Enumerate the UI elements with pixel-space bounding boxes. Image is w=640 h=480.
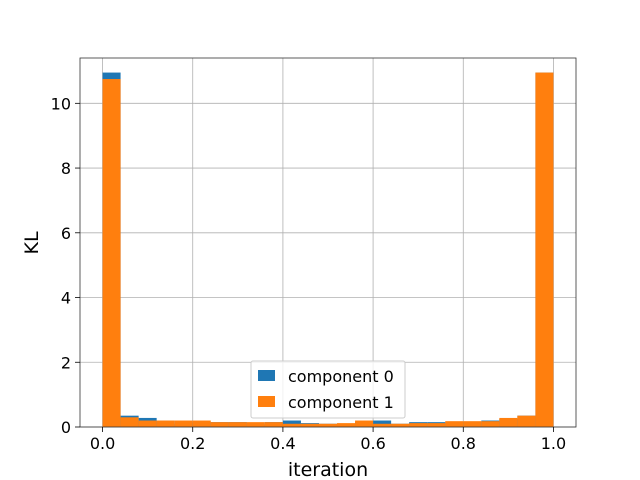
legend-label-component-0: component 0: [288, 367, 394, 386]
bar-component-1: [300, 423, 319, 427]
bar-component-1: [427, 423, 446, 427]
bar-component-1: [517, 415, 536, 427]
bar-component-1: [102, 79, 121, 427]
bar-component-1: [463, 421, 482, 427]
legend-swatch-component-0: [258, 370, 275, 381]
x-axis-title: iteration: [288, 459, 368, 480]
bar-component-1: [445, 421, 464, 427]
x-tick-label: 0.0: [90, 434, 115, 453]
bar-component-1: [192, 420, 211, 427]
bar-component-1: [373, 423, 392, 427]
legend: component 0 component 1: [250, 360, 406, 419]
ticks: 0.0 0.2 0.4 0.6 0.8 1.0 0 2 4 6 8 10: [51, 94, 567, 453]
x-tick-label: 0.8: [451, 434, 476, 453]
x-tick-label: 1.0: [541, 434, 566, 453]
bar-component-1: [138, 420, 157, 427]
bar-component-1: [355, 420, 374, 427]
bar-component-1: [409, 423, 428, 427]
bar-component-1: [535, 72, 554, 427]
bar-component-1: [246, 422, 265, 427]
bar-component-1: [337, 423, 356, 427]
bar-component-1: [481, 421, 500, 427]
y-tick-label: 2: [61, 353, 71, 372]
bar-component-1: [282, 423, 301, 427]
bar-component-1: [318, 423, 338, 427]
bar-component-1: [174, 420, 193, 427]
legend-label-component-1: component 1: [288, 393, 394, 412]
y-tick-label: 10: [51, 94, 71, 113]
x-tick-label: 0.6: [360, 434, 385, 453]
y-tick-label: 0: [61, 418, 71, 437]
bar-component-1: [499, 417, 518, 427]
bar-component-1: [391, 423, 410, 427]
x-tick-label: 0.4: [270, 434, 295, 453]
bar-component-1: [210, 422, 229, 427]
legend-swatch-component-1: [258, 396, 275, 407]
y-axis-title: KL: [21, 231, 43, 254]
x-tick-label: 0.2: [180, 434, 205, 453]
y-tick-label: 6: [61, 224, 71, 243]
bar-component-1: [228, 422, 247, 427]
bar-component-1: [120, 417, 139, 427]
bars: [102, 72, 554, 427]
y-tick-label: 8: [61, 159, 71, 178]
y-tick-label: 4: [61, 289, 71, 308]
legend-box: [250, 360, 406, 419]
plot-frame: [79, 57, 577, 428]
bar-component-1: [156, 420, 175, 427]
bar-component-1: [264, 422, 283, 427]
